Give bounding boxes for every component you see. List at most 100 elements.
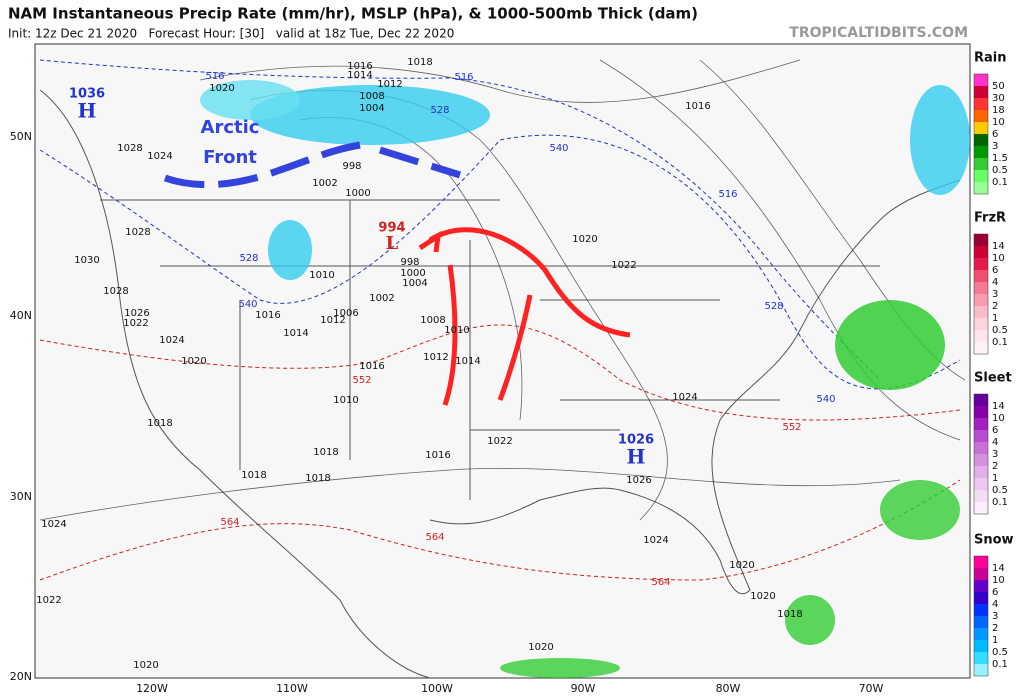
map-frame [34, 43, 971, 679]
pressure-label: 1018 [777, 609, 802, 620]
lon-label: 110W [276, 682, 308, 695]
rain-area [880, 480, 960, 540]
legend-swatch [974, 146, 988, 158]
legend-level: 0.5 [992, 165, 1008, 176]
lon-label: 70W [859, 682, 884, 695]
lon-label: 80W [716, 682, 741, 695]
legend-swatch [974, 418, 988, 430]
rain-area [268, 220, 312, 280]
pressure-label: 1022 [36, 595, 61, 606]
pressure-label: 1024 [41, 519, 66, 530]
legend-level: 6 [992, 265, 998, 276]
legend-level: 2 [992, 623, 998, 634]
legend-level: 10 [992, 413, 1005, 424]
legend-level: 0.1 [992, 497, 1008, 508]
legend-swatch [974, 86, 988, 98]
legend-swatch [974, 342, 988, 354]
legend-swatch [974, 318, 988, 330]
pressure-label: 1000 [345, 188, 370, 199]
legend-swatch [974, 490, 988, 502]
legend-level: 18 [992, 105, 1005, 116]
legend-level: 4 [992, 599, 998, 610]
pressure-label: 1002 [369, 293, 394, 304]
pressure-label: 1020 [181, 356, 206, 367]
legend-swatch [974, 580, 988, 592]
thickness-label: 516 [454, 72, 473, 83]
pressure-label: 1016 [359, 361, 384, 372]
legend-level: 10 [992, 117, 1005, 128]
pressure-label: 1012 [423, 352, 448, 363]
legend-title: Snow [974, 533, 1014, 548]
legend-level: 1 [992, 473, 998, 484]
pressure-label: 1020 [750, 591, 775, 602]
legend-bar-frame [973, 393, 989, 515]
pressure-label: 1010 [309, 270, 334, 281]
legend-swatch [974, 306, 988, 318]
legend-swatch [974, 430, 988, 442]
high-pressure-value: 1026 [618, 433, 654, 448]
pressure-label: 1020 [528, 642, 553, 653]
legend-bar-frame [973, 555, 989, 677]
legend-swatch [974, 134, 988, 146]
legend-swatch [974, 170, 988, 182]
legend-swatch [974, 394, 988, 406]
pressure-label: 998 [342, 161, 361, 172]
thickness-label: 540 [238, 299, 257, 310]
pressure-label: 1014 [455, 356, 480, 367]
legend-swatch [974, 502, 988, 514]
legend-swatch [974, 616, 988, 628]
legend-level: 14 [992, 401, 1005, 412]
legend-level: 14 [992, 241, 1005, 252]
lon-label: 100W [421, 682, 453, 695]
legend-level: 4 [992, 437, 998, 448]
pressure-label: 1018 [313, 447, 338, 458]
legend-level: 0.5 [992, 647, 1008, 658]
legend-level: 6 [992, 587, 998, 598]
cold-thickness-lines [39, 59, 961, 390]
legend-swatch [974, 234, 988, 246]
legend-swatch [974, 122, 988, 134]
pressure-label: 1008 [420, 315, 445, 326]
pressure-label: 1020 [209, 83, 234, 94]
legend-level: 3 [992, 611, 998, 622]
pressure-label: 1026 [626, 475, 651, 486]
thickness-label: 516 [205, 71, 224, 82]
legend-title: Rain [974, 51, 1007, 66]
pressure-label: 1028 [103, 286, 128, 297]
legend-bar-frame [973, 233, 989, 355]
thickness-label: 540 [816, 394, 835, 405]
pressure-label: 1002 [312, 178, 337, 189]
pressure-label: 1022 [487, 436, 512, 447]
precip-areas [200, 80, 970, 678]
flow-arrows [418, 227, 631, 406]
legend-swatch [974, 74, 988, 86]
legend-level: 0.1 [992, 659, 1008, 670]
thickness-label: 564 [220, 517, 239, 528]
legend-title: Sleet [974, 371, 1012, 386]
legend-swatch [974, 110, 988, 122]
pressure-label: 1018 [407, 57, 432, 68]
legend-swatch [974, 270, 988, 282]
legend-swatch [974, 182, 988, 194]
lat-label: 20N [10, 670, 32, 683]
pressure-label: 1004 [402, 278, 427, 289]
pressure-label: 1028 [117, 143, 142, 154]
legend-level: 4 [992, 277, 998, 288]
warm-thickness-lines [39, 324, 961, 581]
legend-swatch [974, 258, 988, 270]
thickness-label: 528 [239, 253, 258, 264]
pressure-label: 1022 [611, 260, 636, 271]
rain-area [835, 300, 945, 390]
pressure-label: 1016 [255, 310, 280, 321]
pressure-label: 998 [400, 257, 419, 268]
pressure-label: 1026 [124, 308, 149, 319]
legend-bar-frame [973, 73, 989, 195]
legend-level: 2 [992, 461, 998, 472]
legend-swatch [974, 246, 988, 258]
low-pressure-value: 994 [378, 221, 405, 236]
annotation: Front [203, 147, 257, 168]
legend-level: 0.5 [992, 325, 1008, 336]
legend-swatch [974, 294, 988, 306]
rain-area [250, 85, 490, 145]
